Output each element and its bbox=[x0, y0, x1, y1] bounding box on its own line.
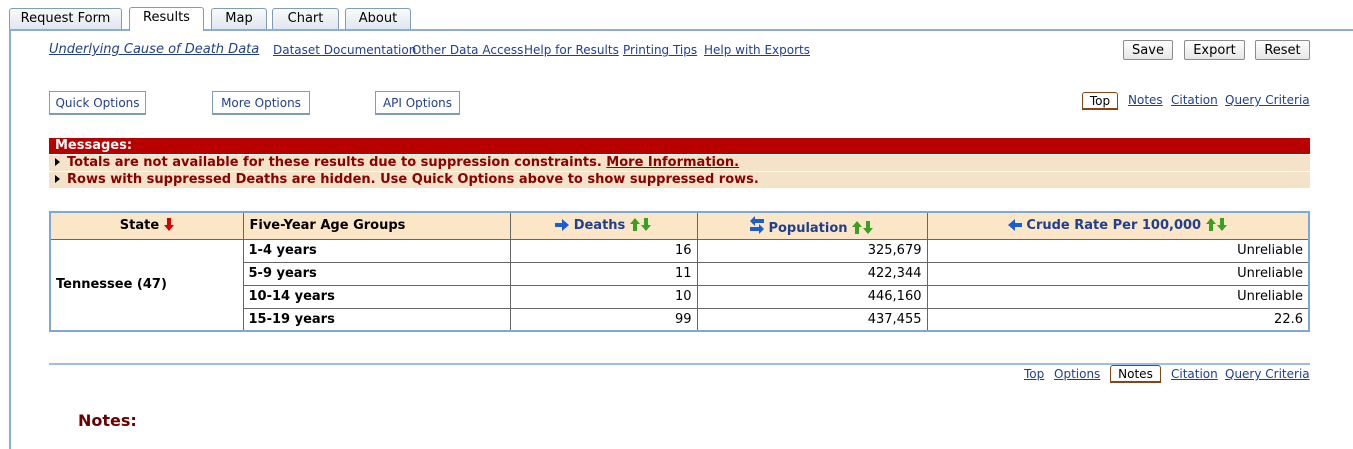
printing-tips-link[interactable]: Printing Tips bbox=[623, 43, 698, 57]
deaths-header-label: Deaths bbox=[573, 218, 626, 234]
nav-citation-link[interactable]: Citation bbox=[1171, 93, 1218, 107]
triangle-right-icon bbox=[55, 158, 60, 166]
section-nav-bottom: Top Options Notes Citation Query Criteri… bbox=[1024, 364, 1314, 383]
section-divider bbox=[49, 363, 1310, 365]
message-item: Rows with suppressed Deaths are hidden. … bbox=[49, 172, 1310, 188]
population-header-label: Population bbox=[768, 220, 848, 236]
export-button[interactable]: Export bbox=[1184, 40, 1245, 60]
nav-citation-link[interactable]: Citation bbox=[1171, 367, 1218, 381]
age-group-cell: 15-19 years bbox=[242, 307, 511, 332]
save-button[interactable]: Save bbox=[1123, 40, 1173, 60]
dataset-documentation-link[interactable]: Dataset Documentation bbox=[273, 43, 417, 57]
table-row: 15-19 years 99 437,455 22.6 bbox=[50, 307, 1310, 332]
help-for-results-link[interactable]: Help for Results bbox=[524, 43, 619, 57]
nav-top-link[interactable]: Top bbox=[1024, 367, 1045, 381]
state-cell: Tennessee (47) bbox=[49, 238, 244, 332]
age-group-cell: 5-9 years bbox=[242, 261, 511, 286]
age-group-cell: 10-14 years bbox=[242, 284, 511, 309]
api-options-button[interactable]: API Options bbox=[375, 91, 460, 115]
population-cell: 325,679 bbox=[696, 238, 928, 263]
message-text: Rows with suppressed Deaths are hidden. … bbox=[67, 172, 759, 187]
sort-up-down-arrows-icon[interactable] bbox=[1205, 218, 1228, 232]
population-cell: 446,160 bbox=[696, 284, 928, 309]
reset-button[interactable]: Reset bbox=[1255, 40, 1310, 60]
tab-about[interactable]: About bbox=[345, 8, 411, 30]
section-nav-top: Top Notes Citation Query Criteria bbox=[1082, 92, 1312, 110]
other-data-access-link[interactable]: Other Data Access bbox=[412, 43, 524, 57]
crude-rate-cell: Unreliable bbox=[926, 284, 1310, 309]
more-options-button[interactable]: More Options bbox=[212, 91, 310, 115]
nav-top-current: Top bbox=[1082, 92, 1118, 110]
swap-arrows-icon[interactable] bbox=[749, 215, 764, 234]
population-cell: 422,344 bbox=[696, 261, 928, 286]
sort-up-down-arrows-icon[interactable] bbox=[629, 218, 652, 232]
dataset-title-link[interactable]: Underlying Cause of Death Data bbox=[49, 42, 260, 57]
nav-options-link[interactable]: Options bbox=[1054, 367, 1101, 381]
tab-chart[interactable]: Chart bbox=[272, 8, 339, 30]
tab-bar: Request Form Results Map Chart About bbox=[0, 0, 1353, 31]
table-row: 5-9 years 11 422,344 Unreliable bbox=[50, 261, 1310, 286]
tab-request-form[interactable]: Request Form bbox=[9, 8, 122, 30]
column-header-crude-rate[interactable]: Crude Rate Per 100,000 bbox=[926, 212, 1310, 240]
table-row: Tennessee (47) 1-4 years 16 325,679 Unre… bbox=[49, 238, 1310, 332]
tab-results[interactable]: Results bbox=[129, 7, 204, 31]
deaths-cell: 10 bbox=[509, 284, 698, 309]
content-frame bbox=[9, 29, 1353, 449]
deaths-cell: 99 bbox=[509, 307, 698, 332]
column-header-state[interactable]: State bbox=[49, 212, 244, 240]
messages-title: Messages: bbox=[49, 138, 1310, 154]
help-with-exports-link[interactable]: Help with Exports bbox=[704, 43, 810, 57]
column-header-population[interactable]: Population bbox=[696, 212, 928, 240]
column-header-deaths[interactable]: Deaths bbox=[509, 212, 698, 240]
notes-heading: Notes: bbox=[78, 411, 137, 430]
nav-query-criteria-link[interactable]: Query Criteria bbox=[1225, 367, 1310, 381]
move-left-arrow-icon[interactable] bbox=[1007, 219, 1022, 232]
nav-notes-current: Notes bbox=[1110, 365, 1161, 383]
triangle-right-icon bbox=[55, 175, 60, 183]
results-table: State Five-Year Age Groups Deaths Popula… bbox=[49, 211, 1310, 332]
sort-down-arrow-icon[interactable] bbox=[163, 218, 174, 232]
messages-panel: Messages: Totals are not available for t… bbox=[49, 138, 1310, 188]
deaths-cell: 16 bbox=[509, 238, 698, 263]
nav-notes-link[interactable]: Notes bbox=[1128, 93, 1163, 107]
state-header-label: State bbox=[119, 218, 160, 234]
crude-rate-cell: 22.6 bbox=[926, 307, 1310, 332]
column-header-age-groups: Five-Year Age Groups bbox=[242, 212, 511, 240]
deaths-cell: 11 bbox=[509, 261, 698, 286]
quick-options-button[interactable]: Quick Options bbox=[49, 91, 146, 115]
nav-query-criteria-link[interactable]: Query Criteria bbox=[1225, 93, 1310, 107]
table-row: 10-14 years 10 446,160 Unreliable bbox=[50, 284, 1310, 309]
age-group-cell: 1-4 years bbox=[242, 238, 511, 263]
more-information-link[interactable]: More Information. bbox=[606, 155, 740, 170]
population-cell: 437,455 bbox=[696, 307, 928, 332]
move-right-arrow-icon[interactable] bbox=[555, 219, 570, 232]
crude-rate-header-label: Crude Rate Per 100,000 bbox=[1026, 218, 1202, 234]
message-item: Totals are not available for these resul… bbox=[49, 155, 1310, 171]
message-text: Totals are not available for these resul… bbox=[67, 155, 602, 170]
tab-map[interactable]: Map bbox=[211, 8, 267, 30]
crude-rate-cell: Unreliable bbox=[926, 261, 1310, 286]
crude-rate-cell: Unreliable bbox=[926, 238, 1310, 263]
sort-up-down-arrows-icon[interactable] bbox=[852, 220, 874, 234]
